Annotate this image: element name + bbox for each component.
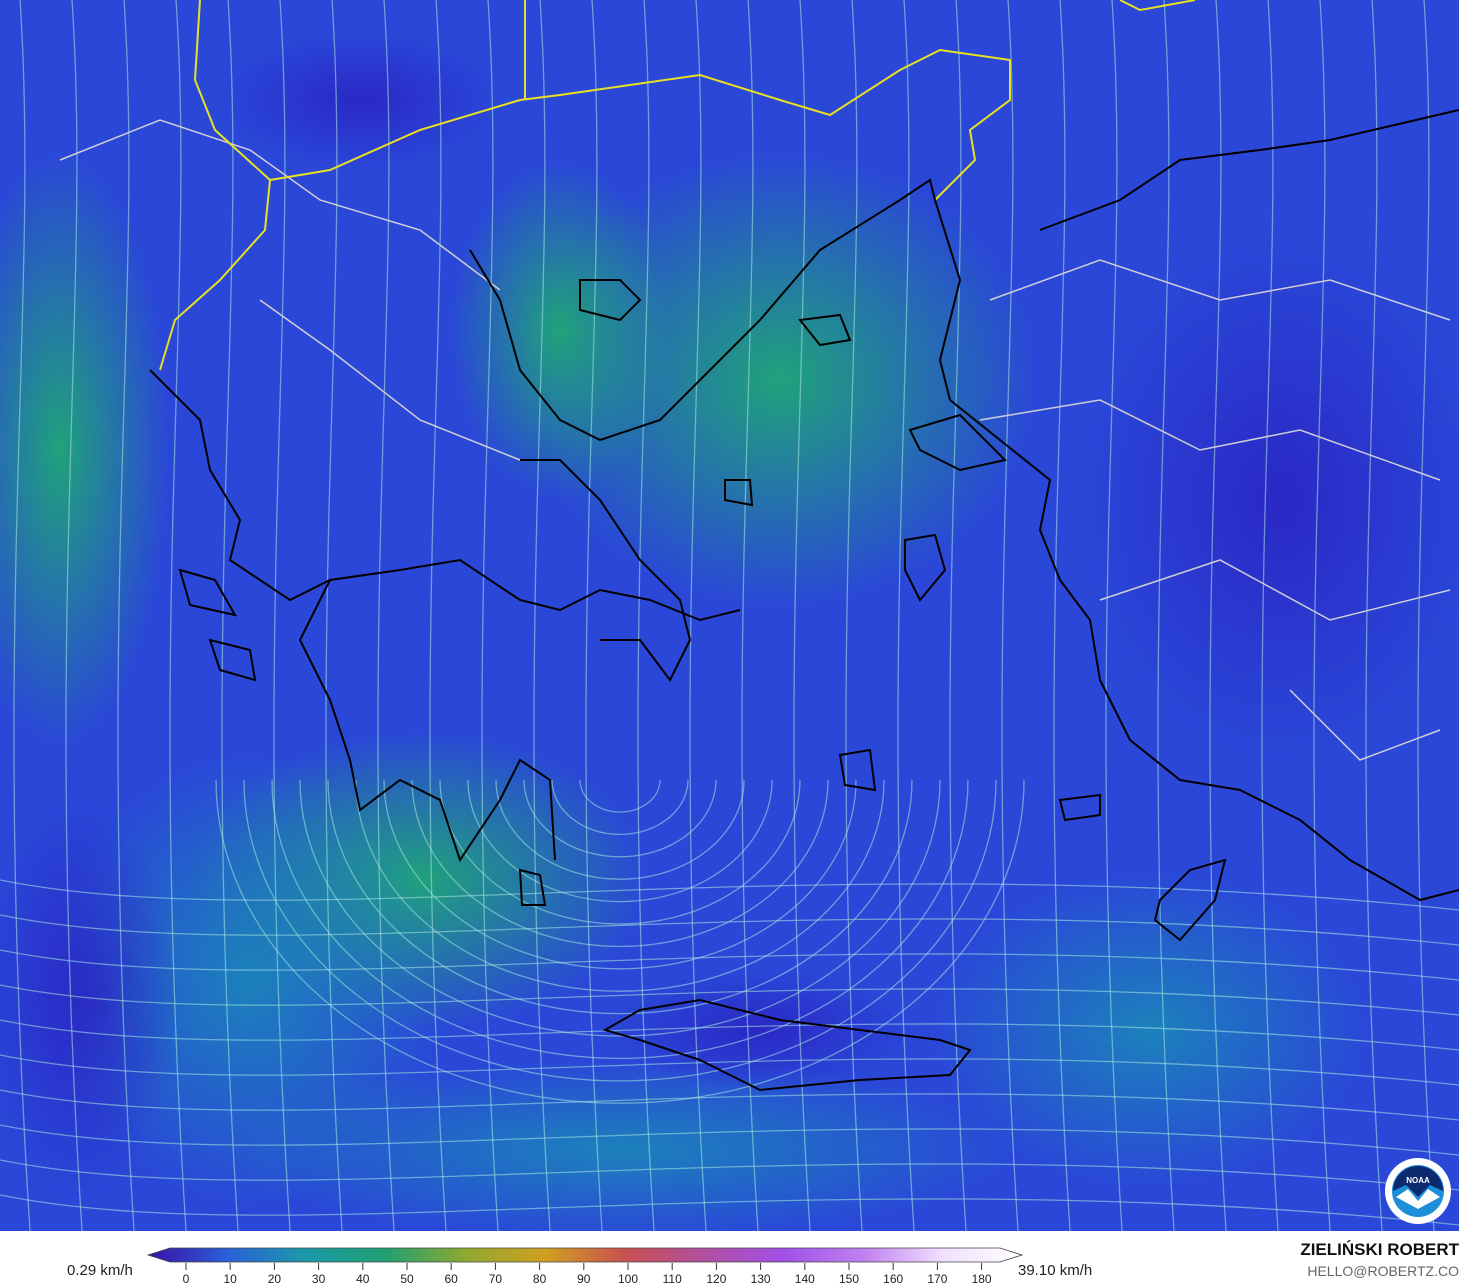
- streamline: [585, 0, 603, 1231]
- colorbar-tick-label: 180: [971, 1272, 992, 1286]
- streamline: [495, 779, 745, 880]
- streamline: [1209, 0, 1227, 1231]
- colorbar-tick-label: 100: [617, 1272, 639, 1286]
- legend-max-label: 39.10 km/h: [1018, 1262, 1093, 1279]
- streamline: [0, 949, 1459, 981]
- streamline: [383, 779, 857, 970]
- wind-speed-field: [0, 30, 1459, 1231]
- colorbar-tick-label: 80: [532, 1272, 547, 1286]
- author-credit: ZIELIŃSKI ROBERT: [1300, 1240, 1459, 1259]
- streamline: [215, 779, 1025, 1104]
- streamline: [689, 0, 707, 1231]
- streamline: [243, 779, 997, 1082]
- colorbar-tick-label: 130: [750, 1272, 771, 1286]
- author-email[interactable]: HELLO@ROBERTZ.CO: [1307, 1263, 1459, 1279]
- streamline: [377, 0, 395, 1231]
- streamline: [117, 0, 135, 1231]
- streamline: [467, 779, 773, 903]
- streamline: [1261, 0, 1279, 1231]
- colorbar-tick-label: 170: [927, 1272, 948, 1286]
- colorbar-tick-label: 150: [838, 1272, 860, 1286]
- rhodes-coast: [1153, 858, 1227, 942]
- crete-coast: [602, 998, 972, 1092]
- streamline: [579, 779, 661, 813]
- svg-text:NOAA: NOAA: [1406, 1176, 1430, 1185]
- streamline: [1053, 0, 1071, 1231]
- colorbar-tick-label: 90: [577, 1272, 591, 1286]
- coastlines: [149, 109, 1459, 1092]
- streamline: [533, 0, 551, 1231]
- streamline: [845, 0, 863, 1231]
- streamline: [741, 0, 759, 1231]
- chios-coast: [904, 533, 947, 602]
- streamline: [429, 0, 447, 1231]
- streamline: [0, 1054, 1459, 1086]
- streamline: [327, 779, 913, 1015]
- streamline: [1001, 0, 1019, 1231]
- colorbar-tick-label: 120: [706, 1272, 727, 1286]
- colorbar-tick-label: 70: [488, 1272, 503, 1286]
- streamlines: [0, 0, 1459, 1231]
- streamline: [0, 1089, 1459, 1121]
- streamline: [1417, 0, 1435, 1231]
- wind-map[interactable]: [0, 0, 1459, 1231]
- colorbar-tick-label: 30: [311, 1272, 326, 1286]
- streamline: [523, 779, 717, 858]
- streamline: [13, 0, 31, 1231]
- streamline: [273, 0, 291, 1231]
- streamline: [897, 0, 915, 1231]
- streamline: [1157, 0, 1175, 1231]
- streamline: [637, 0, 655, 1231]
- region-borders: [59, 119, 1451, 761]
- streamline: [1313, 0, 1331, 1231]
- noaa-logo: NOAA: [1385, 1158, 1451, 1224]
- streamline: [169, 0, 187, 1231]
- streamline: [0, 984, 1459, 1016]
- colorbar-tick-label: 160: [883, 1272, 904, 1286]
- wind-map-canvas: [0, 0, 1459, 1231]
- streamline: [0, 1019, 1459, 1051]
- country-borders: [159, 0, 1196, 371]
- colorbar-tick-label: 140: [794, 1272, 815, 1286]
- colorbar-tick-label: 10: [223, 1272, 237, 1286]
- streamline: [355, 779, 885, 992]
- colorbar-tick-label: 50: [400, 1272, 414, 1286]
- streamline: [481, 0, 499, 1231]
- colorbar-gradient: [146, 1247, 1024, 1263]
- streamline: [221, 0, 239, 1231]
- streamline: [271, 779, 969, 1059]
- colorbar-tick-label: 0: [182, 1272, 190, 1286]
- streamline: [949, 0, 967, 1231]
- streamline: [0, 879, 1459, 911]
- colorbar-tick-label: 110: [662, 1272, 682, 1286]
- streamline: [0, 1159, 1459, 1191]
- legend-min-label: 0.29 km/h: [67, 1262, 133, 1279]
- streamline: [299, 779, 941, 1037]
- colorbar-tick-label: 20: [267, 1272, 282, 1286]
- streamline: [793, 0, 811, 1231]
- streamline: [0, 1194, 1459, 1226]
- streamline: [1105, 0, 1123, 1231]
- streamline: [411, 779, 829, 947]
- colorbar-tick-label: 40: [356, 1272, 370, 1286]
- streamline: [551, 779, 689, 836]
- streamline: [65, 0, 83, 1231]
- lesbos-coast: [908, 413, 1007, 472]
- colorbar-tick-label: 60: [444, 1272, 458, 1286]
- streamline: [439, 779, 801, 925]
- streamline: [0, 914, 1459, 946]
- colorbar: [146, 1247, 1024, 1270]
- streamline: [0, 1124, 1459, 1156]
